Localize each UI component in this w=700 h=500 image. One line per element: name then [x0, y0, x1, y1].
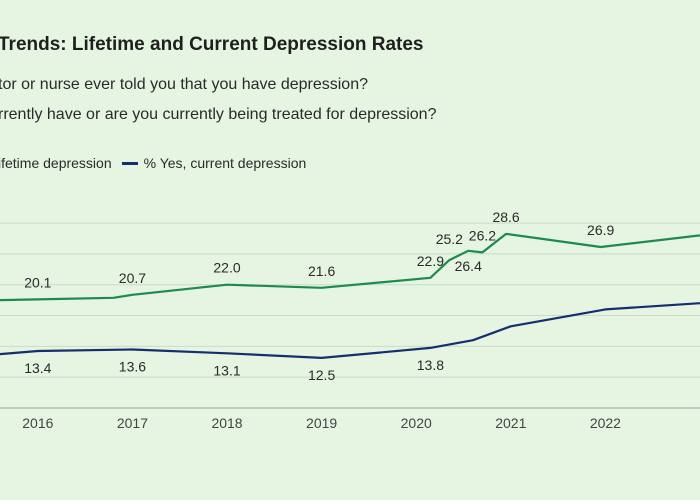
data-label: 13.8 — [417, 357, 444, 373]
x-tick-label: 2016 — [22, 415, 53, 431]
legend-item-lifetime: ifetime depression — [0, 155, 112, 171]
data-label: 20.1 — [24, 274, 51, 290]
legend-item-current: % Yes, current depression — [121, 155, 307, 171]
series-line-lifetime — [0, 232, 700, 302]
chart-legend: ifetime depression % Yes, current depres… — [0, 155, 316, 171]
x-tick-label: 2019 — [306, 415, 337, 431]
data-label: 26.2 — [469, 227, 496, 243]
data-label: 22.0 — [213, 260, 240, 276]
data-label: 20.7 — [119, 270, 146, 286]
data-label: 13.4 — [24, 360, 51, 376]
data-label: 26.9 — [587, 222, 614, 238]
data-label: 12.5 — [308, 367, 335, 383]
data-label: 26.4 — [455, 258, 482, 274]
series-line-current — [0, 302, 700, 359]
chart-title: Trends: Lifetime and Current Depression … — [0, 34, 424, 55]
data-label: 22.9 — [417, 253, 444, 269]
x-tick-label: 2022 — [590, 415, 621, 431]
data-label: 21.6 — [308, 263, 335, 279]
data-label: 13.6 — [119, 358, 146, 374]
legend-label-current: % Yes, current depression — [143, 155, 307, 171]
x-tick-label: 2017 — [117, 415, 148, 431]
subtitle-question-current: rrently have or are you currently being … — [0, 106, 437, 123]
subtitle-question-lifetime: tor or nurse ever told you that you have… — [0, 76, 368, 93]
data-label: 28.6 — [492, 209, 519, 225]
data-label: 13.1 — [213, 362, 240, 378]
x-tick-label: 2021 — [495, 415, 526, 431]
legend-label-lifetime: ifetime depression — [0, 155, 112, 171]
data-label: 25.2 — [436, 231, 463, 247]
legend-swatch-current — [121, 161, 138, 165]
x-tick-label: 2018 — [211, 415, 242, 431]
x-tick-label: 2020 — [401, 415, 432, 431]
